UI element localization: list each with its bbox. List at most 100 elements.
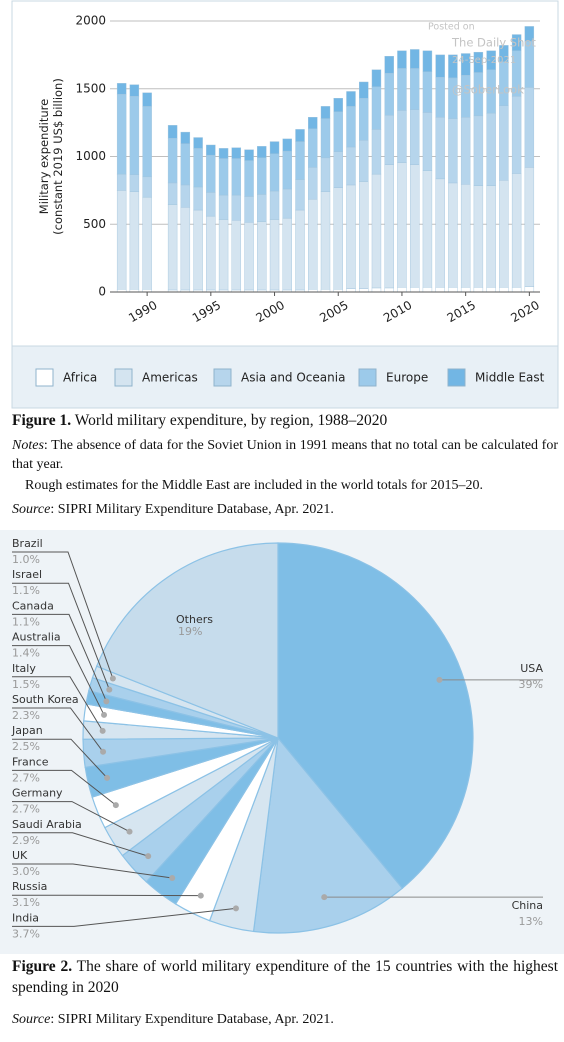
bar-segment: [308, 167, 318, 200]
bar-segment: [244, 222, 254, 291]
bar-segment: [486, 50, 496, 70]
bar-segment: [346, 106, 356, 148]
bar-segment: [142, 92, 152, 107]
figure-label: Figure 2.: [12, 958, 73, 975]
leader-line: [12, 863, 173, 879]
bar-segment: [422, 112, 433, 171]
bar-segment: [448, 182, 458, 288]
leader-dot: [321, 894, 328, 901]
bar-segment: [167, 204, 178, 291]
bar-segment: [486, 287, 496, 293]
bar-segment: [359, 140, 369, 182]
bar-segment: [422, 170, 433, 288]
bar-segment: [409, 49, 420, 69]
leader-line: [12, 738, 108, 779]
bar-segment: [308, 198, 318, 290]
bar-segment: [180, 184, 191, 208]
slice-name: Saudi Arabia: [12, 818, 82, 831]
bar-segment: [295, 129, 305, 142]
caption: World military expenditure, by region, 1…: [74, 412, 388, 429]
bar-segment: [180, 207, 191, 291]
slice-name: Israel: [12, 568, 42, 581]
bar-segment: [180, 131, 191, 144]
slice-name: Russia: [12, 880, 47, 893]
source-label: Source: [12, 502, 51, 517]
source-label: Source: [12, 1012, 51, 1027]
y-tick-label: 2000: [75, 14, 106, 28]
bar-segment: [460, 53, 471, 76]
bar-segment: [397, 68, 407, 111]
notes-text: : The absence of data for the Soviet Uni…: [12, 438, 558, 472]
source: Source: SIPRI Military Expenditure Datab…: [12, 500, 558, 519]
slice-value: 13%: [519, 915, 543, 928]
bar-segment: [180, 143, 191, 186]
bar-segment: [409, 164, 420, 288]
bar-segment: [244, 196, 254, 223]
leader-line: [12, 582, 110, 690]
bar-segment: [320, 157, 331, 192]
bar-segment: [371, 287, 382, 293]
bar-segment: [193, 209, 203, 291]
bar-segment: [359, 288, 369, 293]
bar-segment: [397, 110, 407, 163]
bar-segment: [333, 98, 343, 112]
bar-segment: [384, 114, 394, 165]
bar-segment: [206, 154, 216, 193]
pie-slice: [277, 542, 474, 890]
legend-label: Asia and Oceania: [241, 371, 345, 385]
bar-segment: [346, 91, 356, 107]
figure1-caption: Figure 1. World military expenditure, by…: [12, 410, 558, 431]
y-axis-label-line: (constant 2019 US$ billion): [51, 78, 65, 235]
legend-box: [11, 345, 559, 409]
bar-segment: [397, 50, 407, 69]
legend-label: Europe: [386, 371, 428, 385]
bar-segment: [499, 105, 509, 181]
bar-segment: [460, 117, 471, 185]
bar-segment: [129, 96, 140, 175]
bar-segment: [435, 178, 445, 288]
bar-segment: [295, 179, 305, 211]
bar-segment: [116, 83, 127, 95]
bar-segment: [282, 188, 292, 219]
pie-chart: USA 39% China 13% India 3.7% Russia 3.1% UK 3.0% S…: [0, 530, 564, 954]
bar-segment: [320, 106, 331, 119]
bar-segment: [384, 56, 394, 74]
bar-segment: [231, 147, 242, 159]
slice-value: 2.9%: [12, 834, 40, 847]
leader-line: [12, 907, 237, 927]
bar-segment: [499, 287, 509, 293]
bar-segment: [435, 54, 445, 78]
bar-segment: [257, 221, 267, 291]
watermark: The Daily Shot: [451, 36, 536, 50]
bar-segment: [409, 68, 420, 110]
bar-segment: [499, 45, 509, 62]
leader-dot: [169, 875, 176, 882]
y-tick-label: 1500: [75, 81, 106, 95]
bar-segment: [333, 187, 343, 290]
slice-name: China: [512, 899, 543, 912]
bar-segment: [129, 191, 140, 290]
bar-segment: [359, 98, 369, 141]
bar-segment: [346, 288, 356, 293]
leader-dot: [145, 853, 152, 860]
bar-segment: [359, 81, 369, 99]
bar-segment: [511, 34, 522, 52]
leader-dot: [99, 727, 106, 734]
slice-name: Brazil: [12, 537, 43, 550]
bar-segment: [346, 146, 356, 186]
y-tick-label: 1000: [75, 149, 106, 163]
slice-value: 1.0%: [12, 553, 40, 566]
watermark: 24-Sep-2021: [452, 55, 516, 66]
leader-dot: [436, 676, 443, 683]
bar-segment: [473, 185, 484, 288]
bar-segment: [435, 77, 445, 118]
slice-value: 1.1%: [12, 615, 40, 628]
leader-line: [12, 832, 149, 857]
bar-segment: [524, 286, 535, 293]
bar-segment: [282, 150, 292, 190]
leader-dot: [104, 774, 111, 781]
slice-name: Canada: [12, 599, 54, 612]
bar-segment: [359, 181, 369, 289]
slice-value: 3.7%: [12, 927, 40, 940]
y-axis-label: Military expenditure(constant 2019 US$ b…: [37, 78, 65, 235]
